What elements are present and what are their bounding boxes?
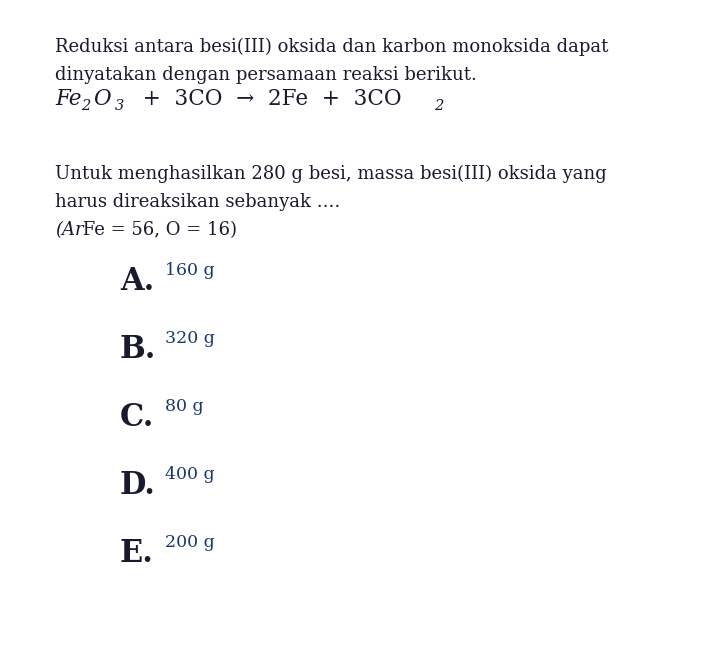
- Text: Fe: Fe: [55, 88, 82, 110]
- Text: dinyatakan dengan persamaan reaksi berikut.: dinyatakan dengan persamaan reaksi berik…: [55, 66, 477, 84]
- Text: Untuk menghasilkan 280 g besi, massa besi(III) oksida yang: Untuk menghasilkan 280 g besi, massa bes…: [55, 165, 606, 184]
- Text: D.: D.: [120, 470, 156, 501]
- Text: 2: 2: [434, 99, 443, 113]
- Text: C.: C.: [120, 402, 155, 433]
- Text: O: O: [93, 88, 111, 110]
- Text: Fe = 56, O = 16): Fe = 56, O = 16): [77, 221, 237, 239]
- Text: B.: B.: [120, 334, 156, 365]
- Text: 3: 3: [115, 99, 125, 113]
- Text: E.: E.: [120, 538, 154, 569]
- Text: 320 g: 320 g: [165, 330, 215, 347]
- Text: 160 g: 160 g: [165, 262, 215, 279]
- Text: 2: 2: [81, 99, 90, 113]
- Text: +  3CO  →  2Fe  +  3CO: + 3CO → 2Fe + 3CO: [129, 88, 402, 110]
- Text: A.: A.: [120, 266, 154, 297]
- Text: 200 g: 200 g: [165, 534, 215, 551]
- Text: (Ar: (Ar: [55, 221, 84, 239]
- Text: harus direaksikan sebanyak ....: harus direaksikan sebanyak ....: [55, 193, 340, 211]
- Text: Reduksi antara besi(III) oksida dan karbon monoksida dapat: Reduksi antara besi(III) oksida dan karb…: [55, 38, 609, 56]
- Text: 400 g: 400 g: [165, 466, 215, 483]
- Text: 80 g: 80 g: [165, 398, 203, 415]
